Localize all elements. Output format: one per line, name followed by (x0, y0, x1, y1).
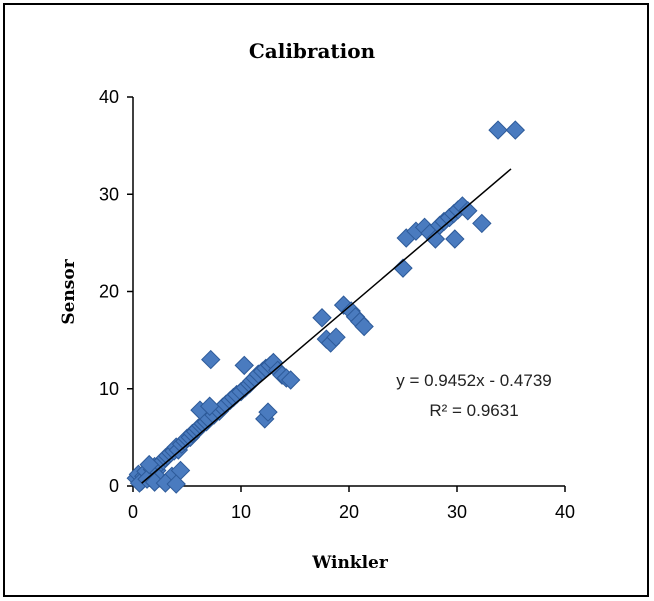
chart-title: Calibration (249, 39, 376, 63)
x-axis-label: Winkler (311, 553, 389, 573)
trendline-equation: y = 0.9452x - 0.4739 (396, 371, 551, 390)
data-point (488, 120, 508, 140)
data-point (326, 327, 346, 347)
data-point (354, 316, 374, 337)
data-point (201, 349, 221, 370)
data-point (505, 120, 526, 140)
x-tick-label: 0 (128, 502, 138, 522)
y-axis-label: Sensor (59, 258, 79, 324)
y-tick-label: 30 (99, 184, 119, 204)
plot-area: 0 10 20 30 40 0 10 20 30 40 (99, 87, 575, 522)
chart-frame (3, 3, 649, 597)
r-squared-label: R² = 0.9631 (429, 401, 518, 420)
data-point (472, 213, 492, 234)
data-point (258, 402, 278, 422)
data-point (199, 396, 220, 416)
y-tick-label: 0 (109, 476, 119, 496)
x-tick-label: 30 (447, 502, 467, 522)
data-point (166, 474, 186, 494)
x-tick-label: 20 (339, 502, 359, 522)
data-point (280, 370, 301, 390)
data-point (393, 258, 413, 278)
data-point (139, 454, 159, 475)
data-point (458, 201, 478, 221)
y-tick-label: 40 (99, 87, 119, 107)
data-point (445, 229, 465, 249)
data-point (234, 355, 254, 376)
x-tick-label: 40 (555, 502, 575, 522)
data-point (312, 308, 332, 328)
y-tick-label: 10 (99, 379, 119, 399)
x-tick-label: 10 (231, 502, 251, 522)
trendline (141, 168, 512, 484)
y-tick-label: 20 (99, 282, 119, 302)
